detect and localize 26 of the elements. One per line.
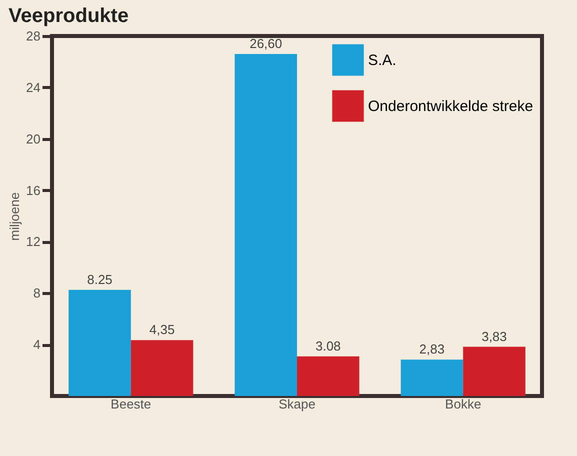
chart-title: Veeprodukte [8,5,129,27]
data-label: 3.08 [315,338,341,354]
bar [297,356,360,396]
y-tick-label: 20 [26,131,40,146]
x-tick-label: Bokke [445,396,482,412]
x-tick-label: Skape [278,396,316,412]
y-tick-label: 8 [33,286,40,301]
bar [400,360,464,396]
y-tick-label: 16 [26,182,40,198]
bar [68,290,131,396]
data-label: 2,83 [419,342,445,357]
data-label: 8.25 [87,272,112,287]
bar [130,340,194,396]
x-tick-label: Beeste [110,396,152,412]
y-axis-title: miljoene [7,192,22,241]
y-tick-label: 24 [26,80,40,95]
data-label: 26,60 [250,36,282,51]
bar [463,346,526,396]
legend-label: S.A. [368,52,396,69]
data-label: 4,35 [149,322,175,338]
y-tick-label: 4 [33,337,40,352]
y-tick-label: 28 [26,28,40,44]
bar [234,54,297,396]
legend-label: Onderontwikkelde streke [368,98,534,115]
y-tick-label: 12 [26,234,40,250]
data-label: 3,83 [482,328,507,344]
